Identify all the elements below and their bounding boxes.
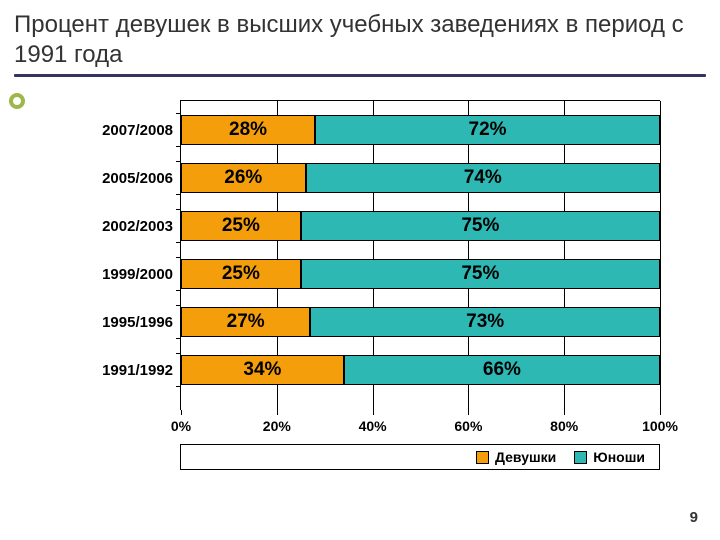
x-axis-label: 100%	[642, 418, 678, 434]
plot-area: 0%20%40%60%80%100%2007/200828%72%2005/20…	[180, 100, 660, 410]
title-block: Процент девушек в высших учебных заведен…	[0, 0, 720, 83]
gridline	[660, 101, 661, 415]
legend-label: Юноши	[593, 449, 645, 465]
x-tick	[181, 410, 182, 415]
legend-label: Девушки	[495, 449, 556, 465]
x-tick	[277, 410, 278, 415]
y-tick	[176, 161, 181, 162]
y-tick	[176, 113, 181, 114]
bar-segment: 27%	[181, 307, 310, 337]
bar-row: 1995/199627%73%	[181, 307, 660, 337]
legend-item: Юноши	[574, 449, 645, 465]
x-axis-label: 60%	[454, 418, 482, 434]
x-axis-label: 80%	[550, 418, 578, 434]
bar-segment: 25%	[181, 259, 301, 289]
bar-segment: 25%	[181, 211, 301, 241]
slide-title: Процент девушек в высших учебных заведен…	[14, 10, 706, 70]
chart-area: 0%20%40%60%80%100%2007/200828%72%2005/20…	[70, 100, 660, 470]
bar-row: 2007/200828%72%	[181, 115, 660, 145]
slide: Процент девушек в высших учебных заведен…	[0, 0, 720, 540]
bar-segment: 34%	[181, 355, 344, 385]
x-axis-label: 0%	[171, 418, 191, 434]
bar-row: 2002/200325%75%	[181, 211, 660, 241]
bullet-icon	[9, 93, 25, 109]
x-tick	[373, 410, 374, 415]
page-number: 9	[690, 509, 698, 526]
bar-segment: 75%	[301, 211, 660, 241]
y-tick	[176, 353, 181, 354]
y-tick	[176, 194, 181, 195]
title-underline	[14, 74, 706, 77]
x-tick	[660, 410, 661, 415]
category-label: 1999/2000	[71, 266, 181, 283]
y-tick	[176, 209, 181, 210]
category-label: 2005/2006	[71, 170, 181, 187]
bar-segment: 66%	[344, 355, 660, 385]
legend-item: Девушки	[476, 449, 556, 465]
bar-segment: 26%	[181, 163, 306, 193]
bar-segment: 28%	[181, 115, 315, 145]
bar-segment: 74%	[306, 163, 660, 193]
y-tick	[176, 290, 181, 291]
bar-row: 1999/200025%75%	[181, 259, 660, 289]
y-tick	[176, 146, 181, 147]
y-tick	[176, 257, 181, 258]
bar-row: 1991/199234%66%	[181, 355, 660, 385]
y-tick	[176, 242, 181, 243]
legend: Девушки Юноши	[180, 444, 660, 470]
category-label: 2002/2003	[71, 218, 181, 235]
x-axis-label: 20%	[263, 418, 291, 434]
legend-swatch	[574, 451, 587, 464]
bar-segment: 72%	[315, 115, 660, 145]
category-label: 1995/1996	[71, 314, 181, 331]
category-label: 2007/2008	[71, 122, 181, 139]
bar-row: 2005/200626%74%	[181, 163, 660, 193]
x-tick	[564, 410, 565, 415]
x-tick	[468, 410, 469, 415]
category-label: 1991/1992	[71, 362, 181, 379]
y-tick	[176, 305, 181, 306]
bar-segment: 75%	[301, 259, 660, 289]
chart: 0%20%40%60%80%100%2007/200828%72%2005/20…	[70, 100, 660, 470]
bar-segment: 73%	[310, 307, 660, 337]
legend-swatch	[476, 451, 489, 464]
y-tick	[176, 386, 181, 387]
y-tick	[176, 338, 181, 339]
x-axis-label: 40%	[359, 418, 387, 434]
